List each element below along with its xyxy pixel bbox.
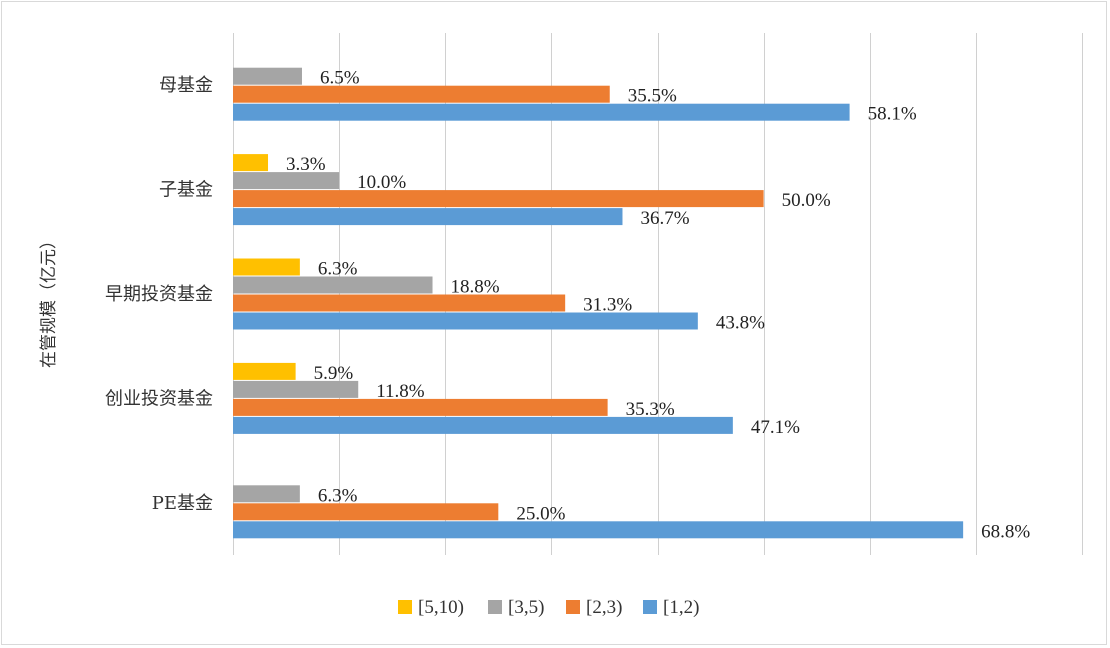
bar-[3,5)	[233, 276, 433, 294]
legend-label: [5,10)	[418, 597, 464, 618]
data-label: 6.3%	[318, 485, 358, 506]
bar-[5,10)	[233, 154, 269, 172]
data-label: 31.3%	[583, 295, 632, 316]
data-label: 47.1%	[751, 417, 800, 438]
data-label: 6.3%	[318, 259, 358, 280]
legend-swatch	[566, 600, 580, 614]
legend-label: [1,2)	[663, 597, 699, 618]
data-label: 5.9%	[314, 363, 354, 384]
bar-[3,5)	[233, 380, 359, 398]
data-label: 36.7%	[640, 208, 689, 229]
y-axis-title: 在管规模（亿元）	[39, 232, 59, 368]
data-label: 11.8%	[376, 381, 425, 402]
bar-[3,5)	[233, 67, 302, 85]
legend-swatch	[398, 600, 412, 614]
bar-[2,3)	[233, 398, 608, 416]
data-label: 35.5%	[628, 86, 677, 107]
data-label: 6.5%	[320, 68, 360, 89]
bar-[2,3)	[233, 85, 610, 103]
bar-[2,3)	[233, 503, 499, 521]
bar-[2,3)	[233, 190, 764, 208]
bars	[233, 67, 964, 539]
data-label: 25.0%	[516, 503, 565, 524]
bar-[1,2)	[233, 521, 964, 539]
data-label: 3.3%	[286, 154, 326, 175]
bar-[1,2)	[233, 312, 698, 330]
data-label: 35.3%	[626, 399, 675, 420]
data-label: 43.8%	[716, 313, 765, 334]
data-label: 18.8%	[451, 277, 500, 298]
category-label: 母基金	[159, 75, 213, 96]
legend: [5,10) [3,5) [2,3) [1,2)	[398, 597, 699, 618]
bar-[5,10)	[233, 258, 300, 276]
bar-[2,3)	[233, 294, 566, 312]
legend-swatch	[643, 600, 657, 614]
category-label: PE基金	[152, 493, 213, 514]
legend-swatch	[488, 600, 502, 614]
data-label: 68.8%	[981, 521, 1030, 542]
category-label: 创业投资基金	[105, 388, 213, 409]
bar-[1,2)	[233, 208, 623, 226]
data-label: 50.0%	[782, 190, 831, 211]
data-label: 10.0%	[357, 172, 406, 193]
value-labels: 6.5% 35.5% 58.1% 3.3% 10.0% 50.0% 36.7% 6.3% 18.…	[286, 68, 1030, 543]
bar-[5,10)	[233, 362, 296, 380]
category-label: 早期投资基金	[105, 284, 213, 305]
bar-[1,2)	[233, 103, 850, 121]
bar-[3,5)	[233, 172, 340, 190]
category-label: 子基金	[159, 180, 213, 201]
bar-[1,2)	[233, 416, 733, 434]
legend-label: [2,3)	[586, 597, 622, 618]
data-label: 58.1%	[868, 104, 917, 125]
legend-label: [3,5)	[508, 597, 544, 618]
bar-[3,5)	[233, 485, 300, 503]
